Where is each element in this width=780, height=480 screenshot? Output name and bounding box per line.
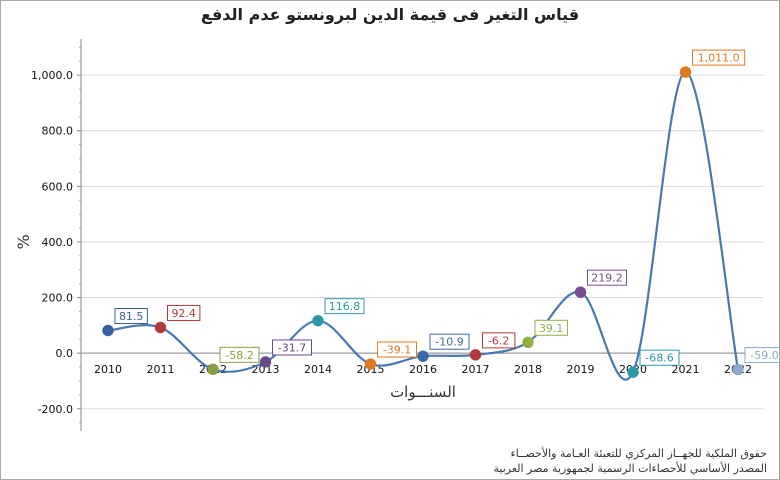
- y-tick-label: 800.0: [42, 125, 74, 138]
- x-tick-label: 2013: [252, 363, 280, 376]
- data-point: [679, 66, 692, 78]
- series-line: [107, 70, 740, 381]
- data-label-box: [744, 347, 779, 364]
- data-point: [207, 363, 219, 376]
- data-label: 81.5: [119, 310, 144, 323]
- data-label-box: [639, 349, 680, 366]
- data-label: -10.9: [435, 336, 463, 349]
- data-label-box: [587, 269, 627, 286]
- x-tick-label: 2018: [514, 363, 542, 376]
- data-labels: 81.5 92.4 -58.2 -31.7 116.8 -39.1 -10.9 -6.2 39.…: [114, 49, 779, 366]
- data-point: [627, 366, 639, 378]
- data-label-box: [482, 332, 516, 349]
- y-tick-label: 600.0: [42, 180, 74, 193]
- x-tick-label: 2021: [672, 363, 700, 376]
- data-label-box: [324, 298, 365, 315]
- data-label: -6.2: [488, 334, 509, 347]
- data-point: [102, 324, 114, 337]
- footer-line-1: حقوق الملكية للجهــاز المركزي للتعبئة ال…: [510, 447, 767, 460]
- data-point: [364, 358, 377, 370]
- data-label-box: [167, 304, 201, 321]
- data-label: 1,011.0: [698, 52, 740, 65]
- data-point: [732, 363, 744, 376]
- data-label: 92.4: [171, 307, 196, 320]
- data-label: -39.1: [383, 344, 411, 357]
- data-label-box: [114, 307, 148, 324]
- data-point: [522, 336, 534, 348]
- data-label: 39.1: [539, 322, 564, 335]
- x-tick-label: 2014: [304, 363, 332, 376]
- footer-line-2: المصدر الأساسي للأحصاءات الرسمية لجمهوري…: [493, 462, 767, 475]
- data-label: -68.6: [645, 352, 673, 365]
- x-tick-label: 2017: [462, 363, 490, 376]
- data-label: -59.0: [750, 349, 778, 362]
- data-point: [574, 286, 587, 298]
- data-point: [417, 350, 429, 362]
- y-tick-label: 1,000.0: [31, 69, 73, 82]
- data-points: [102, 66, 744, 378]
- data-point: [259, 356, 272, 368]
- x-tick-labels: 2010201120122013201420152016201720182019…: [94, 363, 752, 376]
- y-axis-label: %: [14, 234, 33, 249]
- data-point: [154, 321, 167, 334]
- y-tick-label: 200.0: [42, 292, 74, 305]
- y-tick-labels: -200.0 0.0 200.0 400.0 600.0 800.0 1,000.0: [31, 69, 73, 416]
- data-label: -31.7: [278, 341, 306, 354]
- x-tick-label: 2016: [409, 363, 437, 376]
- x-tick-label: 2019: [567, 363, 595, 376]
- data-label-box: [219, 346, 260, 363]
- x-tick-label: 2011: [147, 363, 175, 376]
- x-tick-label: 2010: [94, 363, 122, 376]
- y-tick-label: 400.0: [42, 236, 74, 249]
- data-label-box: [429, 333, 470, 350]
- y-tick-label: 0.0: [56, 347, 74, 360]
- y-tick-label: -200.0: [38, 403, 73, 416]
- data-label: -58.2: [225, 349, 253, 362]
- data-label-box: [692, 49, 746, 66]
- data-point: [312, 314, 324, 327]
- data-label-box: [377, 341, 417, 358]
- x-axis-label: السنـــوات: [390, 383, 456, 401]
- data-label: 219.2: [591, 272, 623, 285]
- data-label: 116.8: [329, 300, 361, 313]
- chart-title: قياس التغير فى قيمة الدين لبرونستو عدم ا…: [200, 5, 580, 24]
- data-point: [469, 349, 482, 361]
- data-label-box: [534, 319, 568, 336]
- data-label-box: [272, 339, 312, 356]
